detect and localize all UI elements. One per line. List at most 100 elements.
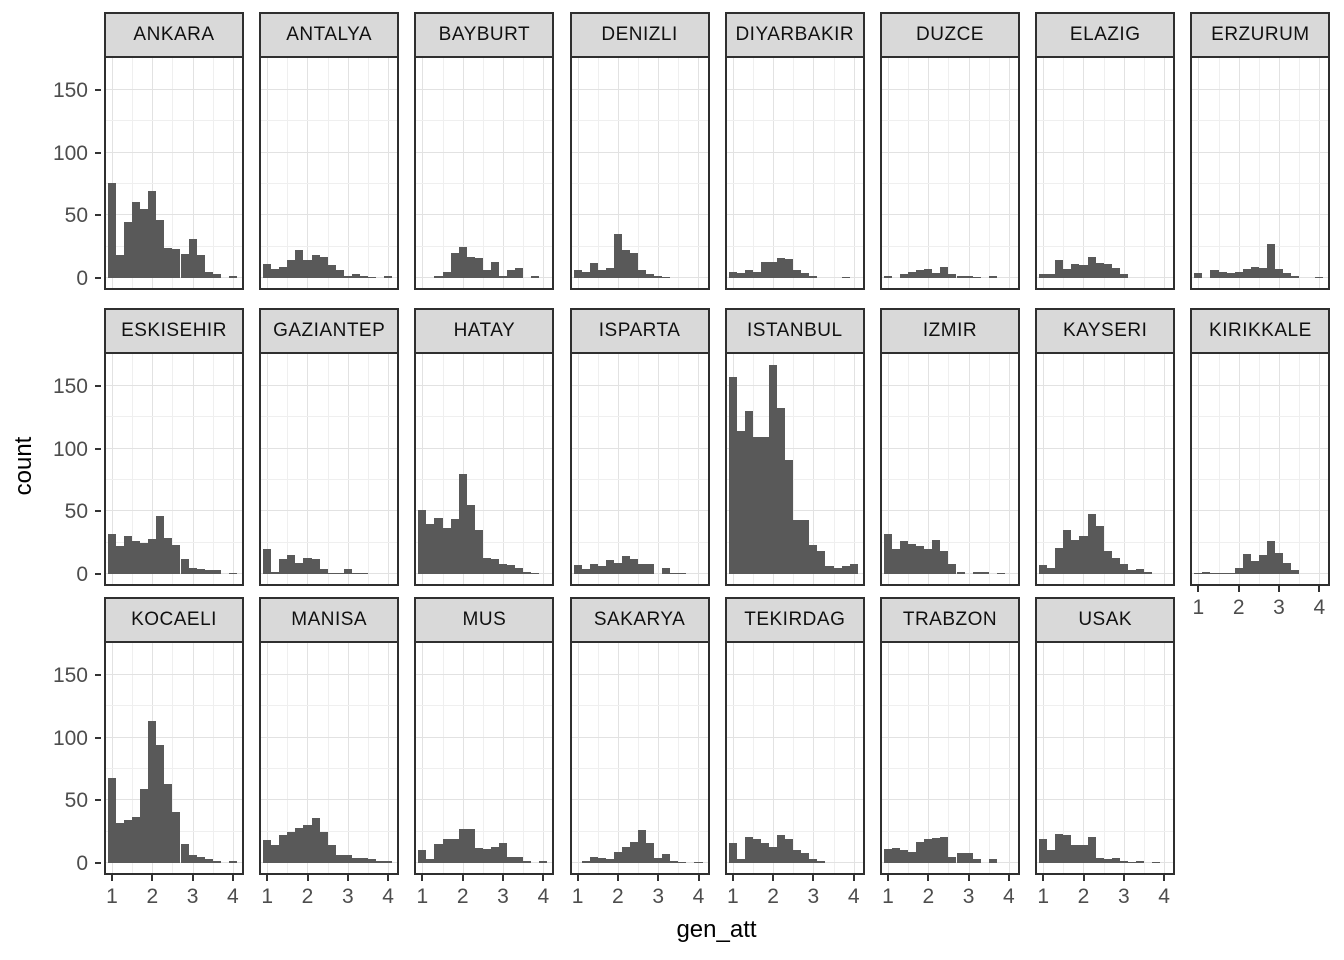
- gridline-x-major: [1083, 354, 1085, 584]
- gridline-x-minor: [1063, 354, 1065, 584]
- histogram-bar: [418, 850, 427, 863]
- x-tick-mark: [387, 875, 390, 881]
- histogram-bar: [956, 571, 965, 574]
- histogram-bar: [833, 567, 842, 574]
- gridline-y-major: [571, 151, 708, 153]
- histogram-bar: [972, 571, 981, 574]
- histogram-bar: [581, 568, 590, 574]
- histogram-bar: [736, 431, 745, 574]
- y-tick-mark: [95, 862, 101, 864]
- histogram-bar: [1063, 835, 1072, 863]
- x-tick-mark: [346, 875, 349, 881]
- facet-panel: [104, 58, 244, 290]
- gridline-x-major: [422, 58, 424, 288]
- x-tick-mark: [306, 875, 309, 881]
- histogram-bar: [482, 270, 491, 278]
- histogram-bar: [581, 860, 590, 863]
- x-tick-label: 2: [1077, 885, 1090, 908]
- gridline-x-minor: [638, 58, 640, 288]
- histogram-bar: [744, 410, 753, 574]
- gridline-y-minor: [106, 705, 242, 707]
- histogram-bar: [728, 842, 737, 863]
- histogram-bar: [1234, 567, 1243, 574]
- gridline-y-minor: [1037, 120, 1174, 122]
- gridline-y-minor: [1037, 245, 1174, 247]
- histogram-bar: [335, 572, 344, 574]
- histogram-bar: [1210, 572, 1219, 574]
- histogram-bar: [956, 852, 965, 863]
- histogram-bar: [916, 841, 925, 863]
- histogram-bar: [1194, 272, 1203, 278]
- gridline-y-minor: [882, 245, 1018, 247]
- histogram-bar: [384, 860, 393, 863]
- histogram-bar: [892, 847, 901, 863]
- gridline-y-major: [416, 214, 553, 216]
- facet-title: KIRIKKALE: [1209, 320, 1312, 341]
- facet-title: MUS: [462, 609, 507, 630]
- x-tick-mark: [657, 875, 660, 881]
- gridline-y-major: [726, 384, 863, 386]
- x-tick-label: 4: [692, 885, 705, 908]
- gridline-y-major: [882, 673, 1018, 675]
- histogram-bar: [124, 820, 133, 863]
- histogram-bar: [736, 859, 745, 863]
- gridline-x-minor: [1103, 354, 1105, 584]
- gridline-x-minor: [988, 58, 990, 288]
- facet-title: TEKIRDAG: [744, 609, 846, 630]
- gridline-x-major: [1043, 354, 1045, 584]
- gridline-x-major: [112, 354, 113, 584]
- x-tick-mark: [1278, 586, 1280, 592]
- gridline-y-minor: [571, 182, 708, 184]
- histogram-bar: [335, 855, 344, 863]
- histogram-bar: [1111, 857, 1120, 863]
- histogram-bar: [466, 829, 475, 863]
- facet-strip: ERZURUM: [1190, 12, 1331, 58]
- facet-strip: USAK: [1035, 597, 1176, 643]
- x-tick-mark: [191, 875, 194, 881]
- gridline-y-major: [882, 447, 1018, 449]
- gridline-y-major: [1037, 384, 1174, 386]
- gridline-x-major: [1123, 354, 1125, 584]
- x-tick-label: 1: [261, 885, 274, 908]
- histogram-bar: [1095, 262, 1104, 278]
- histogram-bar: [458, 473, 467, 574]
- x-tick-label: 4: [1313, 596, 1326, 619]
- histogram-bar: [1063, 269, 1072, 278]
- gridline-y-minor: [261, 705, 398, 707]
- gridline-x-major: [617, 58, 619, 288]
- histogram-bar: [367, 859, 376, 863]
- gridline-x-major: [232, 354, 234, 584]
- gridline-x-major: [192, 58, 194, 288]
- gridline-x-minor: [1063, 58, 1065, 288]
- histogram-bar: [621, 250, 630, 278]
- histogram-bar: [335, 270, 344, 278]
- histogram-bar: [744, 836, 753, 863]
- histogram-bar: [1210, 270, 1219, 278]
- histogram-bar: [761, 261, 770, 278]
- gridline-x-minor: [948, 58, 950, 288]
- histogram-bar: [140, 209, 149, 278]
- x-tick-label: 4: [1158, 885, 1170, 908]
- gridline-y-minor: [571, 120, 708, 122]
- gridline-y-minor: [416, 245, 553, 247]
- histogram-bar: [515, 567, 524, 574]
- histogram-bar: [1047, 274, 1056, 278]
- histogram-bar: [107, 533, 117, 574]
- facet-strip: TEKIRDAG: [724, 597, 865, 643]
- histogram-bar: [450, 518, 459, 574]
- histogram-bar: [204, 570, 213, 574]
- histogram-bar: [817, 551, 826, 574]
- gridline-x-minor: [1143, 354, 1145, 584]
- gridline-y-major: [416, 736, 553, 738]
- histogram-bar: [1047, 850, 1056, 863]
- facet-strip: IZMIR: [880, 308, 1020, 354]
- histogram-bar: [295, 827, 304, 863]
- histogram-bar: [1266, 244, 1275, 278]
- histogram-bar: [1079, 845, 1088, 863]
- histogram-bar: [1071, 540, 1080, 574]
- histogram-bar: [367, 276, 376, 278]
- histogram-bar: [1079, 265, 1088, 278]
- histogram-bar: [638, 830, 647, 863]
- facet-panel: [259, 58, 400, 290]
- gridline-x-major: [1008, 354, 1010, 584]
